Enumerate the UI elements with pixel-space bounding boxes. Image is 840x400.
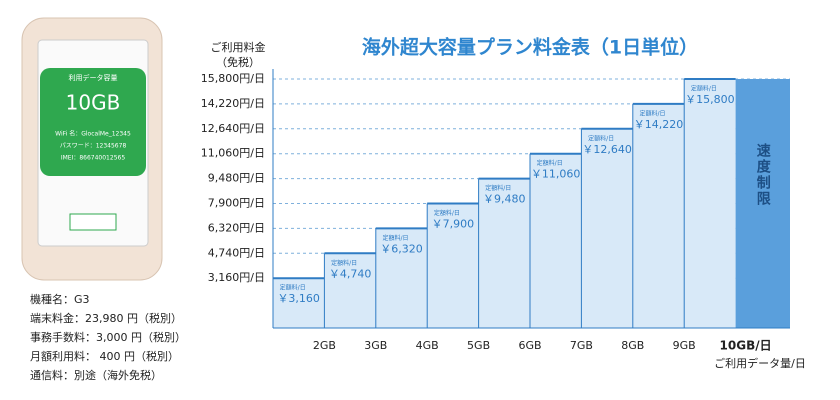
spec: 端末料金：23,980 円（税別）	[30, 311, 182, 325]
y-tick-label: 14,220円/日	[201, 97, 265, 110]
device-button	[69, 213, 117, 231]
limit-region	[735, 79, 790, 328]
step-bar	[478, 178, 530, 328]
y-tick-label: 15,800円/日	[201, 72, 265, 85]
step-bar	[684, 79, 736, 328]
value-label: ￥15,800	[685, 93, 735, 106]
x-tick-label: 10GB/日	[720, 339, 772, 353]
x-axis-label: ご利用データ量/日	[714, 356, 806, 370]
step-label: 定額料/日	[639, 109, 665, 117]
step-label: 定額料/日	[537, 159, 563, 167]
chart-title: 海外超大容量プラン料金表（1日単位）	[362, 36, 698, 59]
value-label: ￥4,740	[329, 267, 372, 280]
spec: 機種名：G3	[30, 292, 90, 306]
spec: 月額利用料： 400 円（税別）	[30, 349, 179, 363]
value-label: ￥14,220	[634, 118, 684, 131]
limit-label: 速度制限	[755, 142, 771, 207]
spec: 通信料：別途（海外免税）	[30, 368, 162, 382]
step-label: 定額料/日	[691, 85, 717, 93]
x-tick-label: 7GB	[570, 339, 593, 352]
y-tick-label: 11,060円/日	[201, 147, 265, 160]
device-info: IMEI：866740012565	[61, 155, 125, 162]
step-label: 定額料/日	[280, 284, 306, 292]
value-label: ￥7,900	[432, 218, 475, 231]
x-tick-label: 4GB	[416, 339, 439, 352]
x-tick-label: 9GB	[673, 339, 696, 352]
y-tick-label: 9,480円/日	[208, 172, 265, 185]
step-label: 定額料/日	[434, 209, 460, 217]
step-label: 定額料/日	[485, 184, 511, 192]
x-tick-label: 3GB	[364, 339, 387, 352]
device-info: WiFi 名：GlocalMe_12345	[55, 130, 131, 138]
x-tick-label: 8GB	[621, 339, 644, 352]
x-tick-label: 5GB	[467, 339, 490, 352]
y-tick-label: 12,640円/日	[201, 122, 265, 135]
spec: 事務手数料：3,000 円（税別）	[30, 330, 186, 344]
value-label: ￥9,480	[483, 193, 526, 206]
value-label: ￥12,640	[582, 143, 632, 156]
y-axis-label: （免税）	[216, 55, 260, 69]
step-bar	[273, 278, 325, 328]
step-label: 定額料/日	[331, 259, 357, 267]
step-label: 定額料/日	[588, 134, 614, 142]
value-label: ￥6,320	[380, 242, 423, 255]
step-bar	[324, 253, 376, 328]
step-label: 定額料/日	[382, 234, 408, 242]
y-tick-label: 4,740円/日	[208, 246, 265, 259]
y-tick-label: 7,900円/日	[208, 197, 265, 210]
y-tick-label: 3,160円/日	[208, 271, 265, 284]
y-axis-label: ご利用料金	[211, 40, 266, 54]
device-usage: 10GB	[66, 91, 121, 115]
step-bar	[375, 228, 428, 328]
x-tick-label: 2GB	[313, 339, 336, 352]
step-bar	[632, 103, 685, 329]
step-bar	[427, 203, 479, 328]
step-bar	[530, 153, 582, 328]
value-label: ￥11,060	[531, 168, 581, 181]
x-tick-label: 6GB	[518, 339, 541, 352]
device-info: パスワード：12345678	[60, 143, 127, 150]
device-usage-panel	[40, 68, 146, 176]
value-label: ￥3,160	[277, 292, 320, 305]
step-bar	[581, 128, 633, 328]
y-tick-label: 6,320円/日	[208, 221, 265, 234]
device-screen-label: 利用データ容量	[69, 73, 118, 82]
